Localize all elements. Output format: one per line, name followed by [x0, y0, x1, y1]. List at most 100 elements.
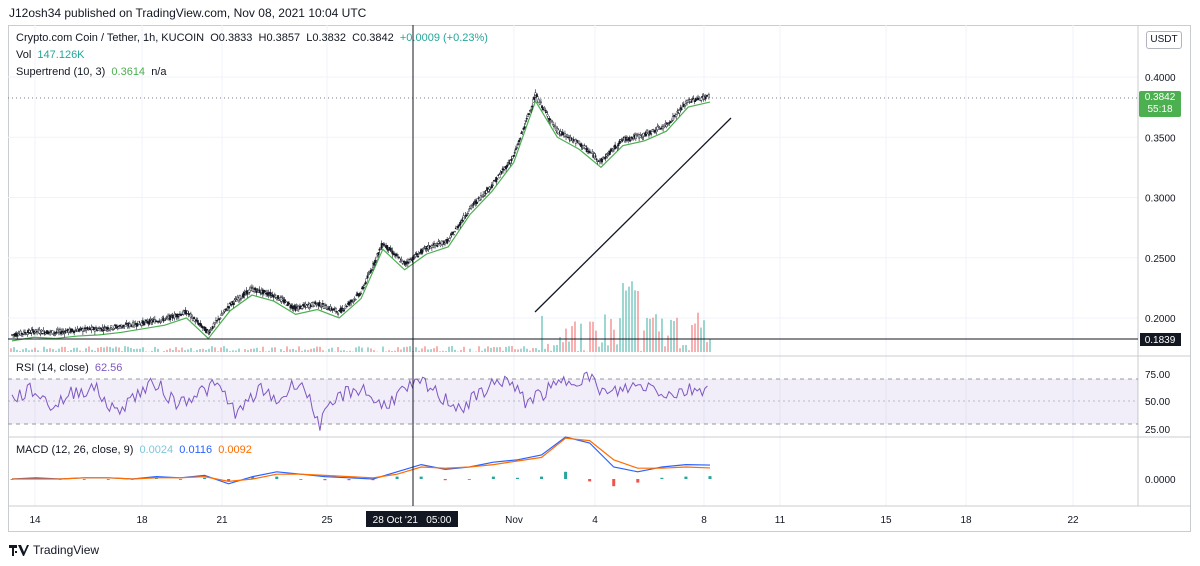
candle-body: [664, 123, 667, 125]
macd-legend[interactable]: MACD (12, 26, close, 9) 0.0024 0.0116 0.…: [16, 444, 252, 456]
volume-bar: [622, 283, 624, 352]
candle-body: [512, 154, 515, 157]
volume-bar: [142, 347, 144, 352]
candle-body: [391, 250, 394, 255]
rsi-axis-tick: 50.00: [1145, 397, 1170, 408]
candle-body: [450, 233, 453, 235]
time-axis-tick: 4: [592, 515, 598, 526]
volume-bar: [109, 346, 111, 352]
volume-bar: [202, 348, 204, 352]
volume-bar: [133, 348, 135, 352]
candle-body: [650, 133, 653, 135]
macd-histogram-bar: [178, 479, 182, 480]
macd-histogram-bar: [515, 477, 519, 479]
candle-body: [330, 307, 333, 311]
currency-button[interactable]: USDT: [1146, 31, 1182, 49]
candle-body: [336, 311, 339, 313]
candle-body: [324, 304, 327, 309]
candle-body: [521, 131, 524, 133]
candle-body: [370, 269, 373, 271]
candle-body: [663, 125, 666, 128]
volume-bar: [85, 348, 87, 352]
candle-body: [649, 130, 652, 134]
candle-body: [315, 303, 318, 306]
volume-bar: [292, 348, 294, 352]
current-price-badge: 0.3842 55:18: [1139, 91, 1181, 117]
candle-body: [518, 140, 521, 143]
volume-bar: [331, 347, 333, 352]
candle-body: [595, 158, 598, 160]
volume-bar: [460, 350, 462, 352]
volume-bar: [349, 350, 351, 352]
volume-bar: [535, 348, 537, 352]
volume-bar: [166, 349, 168, 352]
candle-body: [460, 221, 463, 223]
macd-histogram-bar: [491, 476, 495, 479]
supertrend-up-line: [11, 99, 711, 342]
volume-bar: [520, 348, 522, 352]
volume-bar: [319, 346, 321, 352]
volume-bar: [532, 348, 534, 352]
time-axis-tick: 22: [1067, 515, 1079, 526]
candle-body: [458, 224, 461, 227]
volume-bar: [502, 350, 504, 352]
volume-bar: [316, 346, 318, 352]
candle-body: [520, 132, 523, 134]
candle-body: [41, 333, 44, 335]
candle-body: [97, 328, 100, 331]
volume-bar: [508, 346, 510, 352]
volume-bar: [127, 346, 129, 352]
candle-body: [457, 225, 460, 229]
symbol-legend[interactable]: Crypto.com Coin / Tether, 1h, KUCOIN O0.…: [16, 32, 488, 44]
tradingview-logo-text: TradingView: [33, 543, 100, 557]
candle-body: [379, 248, 382, 250]
volume-bar: [706, 342, 708, 352]
volume-bar: [97, 347, 99, 352]
rsi-legend[interactable]: RSI (14, close) 62.56: [16, 362, 122, 374]
candle-body: [707, 94, 710, 99]
volume-bar: [49, 348, 51, 352]
chart-frame[interactable]: [8, 25, 1191, 532]
macd-histogram-bar: [323, 479, 327, 481]
volume-bar: [322, 350, 324, 352]
tradingview-logo[interactable]: TradingView: [9, 543, 99, 557]
candle-body: [598, 160, 601, 162]
candle-body: [117, 326, 120, 329]
volume-bar: [112, 348, 114, 352]
candle-body: [527, 113, 530, 115]
volume-bar: [682, 345, 684, 352]
trend-line[interactable]: [534, 117, 732, 313]
volume-bar: [676, 317, 678, 352]
volume-bar: [229, 351, 231, 352]
volume-bar: [499, 347, 501, 352]
volume-bar: [274, 347, 276, 352]
volume-bar: [436, 346, 438, 352]
volume-bar: [445, 351, 447, 352]
supertrend-legend[interactable]: Supertrend (10, 3) 0.3614 n/a: [16, 66, 166, 78]
candle-body: [367, 273, 370, 276]
macd-signal-value: 0.0092: [218, 444, 252, 456]
volume-legend[interactable]: Vol 147.126K: [16, 49, 85, 61]
volume-bar: [703, 320, 705, 352]
volume-bar: [547, 343, 549, 352]
candle-body: [483, 195, 486, 197]
candle-countdown: 55:18: [1147, 104, 1173, 115]
rsi-series: [11, 371, 708, 431]
macd-histogram-value: 0.0024: [139, 444, 174, 456]
candle-body: [334, 308, 337, 312]
volume-bar: [505, 346, 507, 352]
volume-bar: [628, 286, 630, 352]
price-axis-tick: 0.4000: [1145, 73, 1176, 84]
candle-body: [502, 169, 505, 171]
candle-body: [65, 330, 68, 333]
volume-bar: [346, 351, 348, 352]
volume-bar: [37, 350, 39, 352]
volume-bar: [205, 350, 207, 352]
candle-body: [609, 149, 612, 152]
volume-bar: [538, 350, 540, 352]
volume-bar: [31, 349, 33, 352]
volume-bar: [94, 350, 96, 352]
volume-bar: [217, 351, 219, 352]
candle-body: [626, 137, 629, 139]
